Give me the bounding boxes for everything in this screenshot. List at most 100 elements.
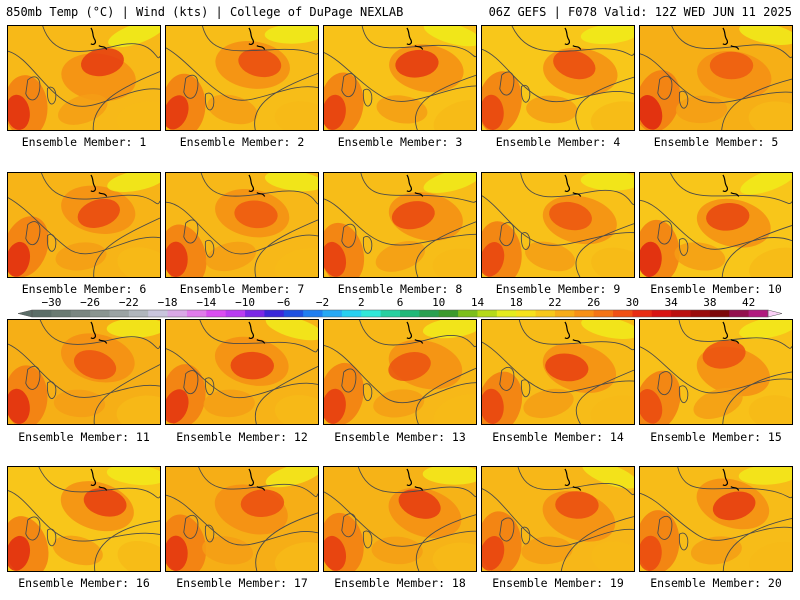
isotherm-contour xyxy=(94,520,160,571)
isotherm-contour xyxy=(722,371,792,424)
colorbar-swatch xyxy=(709,310,730,317)
ensemble-member-label: Ensemble Member: 4 xyxy=(495,135,621,149)
colorbar-tick-label: 22 xyxy=(548,296,561,309)
colorbar-swatch xyxy=(729,310,750,317)
isotherm-contour xyxy=(415,221,476,277)
isotherm-contour xyxy=(341,73,357,98)
colorbar-tick-label: 34 xyxy=(665,296,679,309)
ensemble-panel-20 xyxy=(639,466,793,572)
colorbar-high-arrow xyxy=(767,309,783,318)
isotherm-contour xyxy=(93,217,160,277)
isotherm-contour xyxy=(357,467,476,498)
isotherm-contour xyxy=(677,467,792,499)
isotherm-contour xyxy=(41,173,160,205)
isotherm-contour xyxy=(183,74,199,99)
lake-outline xyxy=(564,174,582,197)
ensemble-panel-10 xyxy=(639,172,793,278)
isotherm-contour xyxy=(324,491,476,547)
colorbar-tick-label: −18 xyxy=(158,296,178,309)
isotherm-contour xyxy=(341,513,357,538)
isotherm-contour xyxy=(200,173,318,205)
isotherm-contour xyxy=(166,47,318,101)
colorbar-swatch xyxy=(671,310,691,317)
colorbar-tick-label: 30 xyxy=(626,296,639,309)
colorbar-swatch xyxy=(128,310,149,317)
ensemble-panel-13 xyxy=(323,319,477,425)
lake-outline xyxy=(722,468,740,491)
colorbar-tick-label: 2 xyxy=(358,296,365,309)
isotherm-contour xyxy=(678,532,689,551)
colorbar-tick-label: 18 xyxy=(510,296,523,309)
isotherm-contour xyxy=(560,516,634,571)
isotherm-contour xyxy=(517,467,634,496)
colorbar-swatch xyxy=(322,310,343,317)
colorbar-swatch xyxy=(283,310,304,317)
ensemble-panel-8 xyxy=(323,172,477,278)
ensemble-panel-7 xyxy=(165,172,319,278)
isotherm-contour xyxy=(722,517,792,571)
isotherm-contour xyxy=(204,524,215,543)
isotherm-contour xyxy=(199,320,318,353)
ensemble-member-label: Ensemble Member: 6 xyxy=(21,282,147,296)
colorbar-swatch xyxy=(70,310,91,317)
ensemble-panel-9 xyxy=(481,172,635,278)
isotherm-contour xyxy=(670,173,792,205)
isotherm-contour xyxy=(166,494,318,546)
isotherm-contour xyxy=(511,26,634,56)
isotherm-contour xyxy=(482,341,634,394)
colorbar-swatch xyxy=(419,310,440,317)
isotherm-contour xyxy=(640,53,792,104)
ensemble-panel-19 xyxy=(481,466,635,572)
ensemble-panel-1 xyxy=(7,25,161,131)
ensemble-panel-11 xyxy=(7,319,161,425)
isotherm-contour xyxy=(166,348,318,399)
isotherm-contour xyxy=(721,225,792,277)
colorbar-swatch xyxy=(51,310,72,317)
ensemble-panel-15 xyxy=(639,319,793,425)
isotherm-contour xyxy=(721,78,792,130)
lake-outline xyxy=(248,468,266,491)
lake-outline xyxy=(406,468,424,491)
isotherm-contour xyxy=(25,76,41,101)
lake-outline xyxy=(406,321,424,344)
lake-outline xyxy=(90,321,108,344)
isotherm-contour xyxy=(38,467,160,499)
isotherm-contour xyxy=(520,232,531,250)
colorbar-tick-label: −6 xyxy=(277,296,290,309)
lake-outline xyxy=(564,468,582,491)
colorbar-swatch xyxy=(593,310,614,317)
isotherm-contour xyxy=(46,528,57,547)
colorbar-swatch xyxy=(186,310,207,317)
colorbar-swatch xyxy=(109,310,130,317)
model-run-info: 06Z GEFS | F078 Valid: 12Z WED JUN 11 20… xyxy=(488,5,792,19)
isotherm-contour xyxy=(8,197,160,255)
ensemble-panel-3 xyxy=(323,25,477,131)
colorbar-swatch xyxy=(225,310,246,317)
colorbar-low-arrow xyxy=(17,309,33,318)
isotherm-contour xyxy=(324,52,476,102)
isotherm-contour xyxy=(42,26,160,59)
colorbar-swatch xyxy=(632,310,653,317)
isotherm-contour xyxy=(8,343,160,398)
ensemble-member-label: Ensemble Member: 15 xyxy=(650,430,782,444)
isotherm-contour xyxy=(92,71,160,130)
isotherm-contour xyxy=(415,367,476,424)
colorbar-tick-label: 38 xyxy=(703,296,716,309)
isotherm-contour xyxy=(324,198,476,246)
isotherm-contour xyxy=(482,48,634,103)
colorbar-swatch xyxy=(90,310,110,317)
map-title: 850mb Temp (°C) | Wind (kts) | College o… xyxy=(6,5,404,19)
colorbar-tick-label: 14 xyxy=(471,296,485,309)
isotherm-contour xyxy=(415,514,476,571)
isotherm-contour xyxy=(678,90,689,109)
isotherm-contour xyxy=(254,219,318,277)
colorbar-swatch xyxy=(380,310,401,317)
isotherm-contour xyxy=(518,320,634,351)
isotherm-contour xyxy=(46,233,57,252)
lake-outline xyxy=(90,468,108,491)
colorbar-tick-label: 10 xyxy=(432,296,445,309)
colorbar-tick-label: −22 xyxy=(119,296,139,309)
isotherm-contour xyxy=(324,344,476,403)
isotherm-contour xyxy=(8,50,160,107)
lake-outline xyxy=(564,27,582,50)
